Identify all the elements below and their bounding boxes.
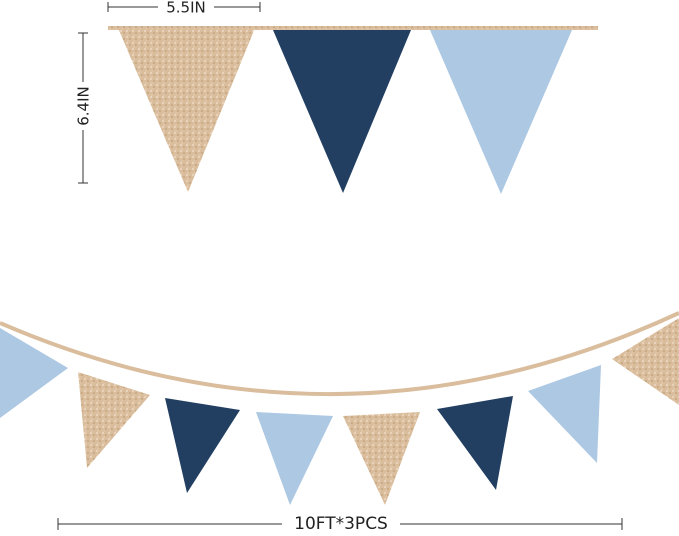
width-dimension: 5.5IN <box>107 0 261 17</box>
length-dimension: 10FT*3PCS <box>57 514 623 534</box>
length-label: 10FT*3PCS <box>294 514 388 534</box>
top-banner <box>108 26 598 194</box>
height-dimension: 6.4IN <box>75 32 93 184</box>
width-label: 5.5IN <box>166 0 206 17</box>
bottom-banner <box>0 311 679 505</box>
height-label: 6.4IN <box>75 86 93 126</box>
